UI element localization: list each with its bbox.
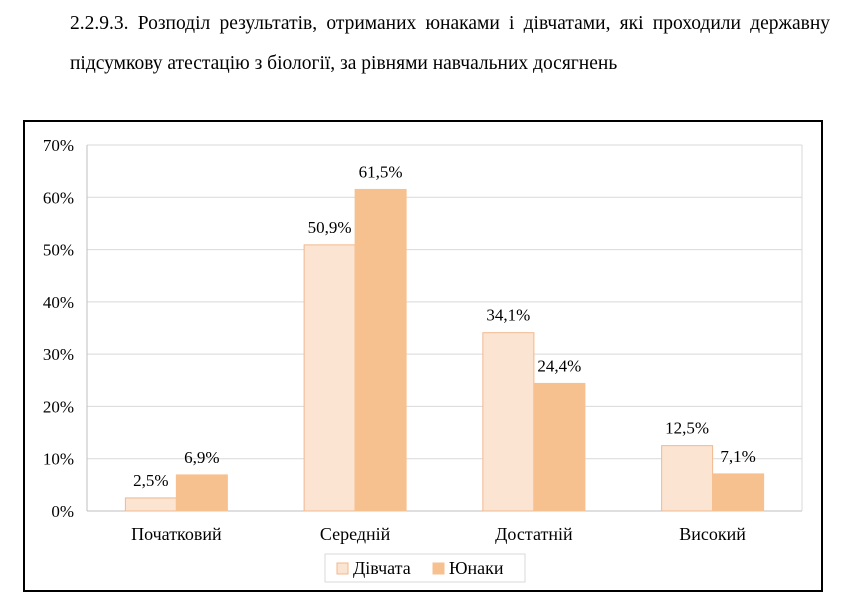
y-tick-label: 30% [43, 345, 74, 364]
data-label: 6,9% [184, 448, 219, 467]
y-tick-label: 10% [43, 450, 74, 469]
data-label: 61,5% [359, 162, 403, 181]
data-label: 50,9% [308, 218, 352, 237]
bar-girls [661, 445, 714, 512]
x-tick-label: Високий [679, 524, 746, 544]
data-label: 2,5% [133, 471, 168, 490]
legend-label: Юнаки [449, 558, 504, 578]
x-tick-label: Достатній [495, 524, 573, 544]
bar-girls [303, 244, 356, 512]
figure-caption: 2.2.9.3. Розподіл результатів, отриманих… [70, 4, 830, 84]
y-tick-label: 20% [43, 397, 74, 416]
bar-chart: 0% 10% 20% 30% 40% 50% 60% 70% 2,5% 6,9% Початкови… [43, 136, 803, 583]
chart-frame: 0% 10% 20% 30% 40% 50% 60% 70% 2,5% 6,9% Початкови… [23, 120, 823, 592]
x-tick-label: Початковий [131, 524, 222, 544]
y-tick-label: 40% [43, 293, 74, 312]
y-tick-label: 50% [43, 241, 74, 260]
y-tick-label: 0% [51, 502, 74, 521]
bar-boys [533, 382, 586, 512]
data-label: 12,5% [665, 419, 709, 438]
legend-swatch [432, 562, 445, 575]
x-tick-label: Середній [320, 524, 391, 544]
bar-boys [175, 474, 228, 512]
legend-box [324, 553, 526, 583]
bar-boys [712, 473, 765, 512]
legend-swatch [336, 562, 349, 575]
caption-number: 2.2.9.3. [70, 13, 129, 34]
bar-girls [124, 497, 177, 512]
bar-girls [482, 332, 535, 512]
bar-boys [354, 188, 407, 512]
data-label: 7,1% [720, 447, 755, 466]
y-tick-label: 70% [43, 136, 74, 155]
legend-label: Дівчата [353, 558, 411, 578]
data-label: 34,1% [486, 306, 530, 325]
data-label: 24,4% [537, 356, 581, 375]
caption-text: Розподіл результатів, отриманих юнаками … [70, 13, 830, 74]
y-tick-label: 60% [43, 188, 74, 207]
